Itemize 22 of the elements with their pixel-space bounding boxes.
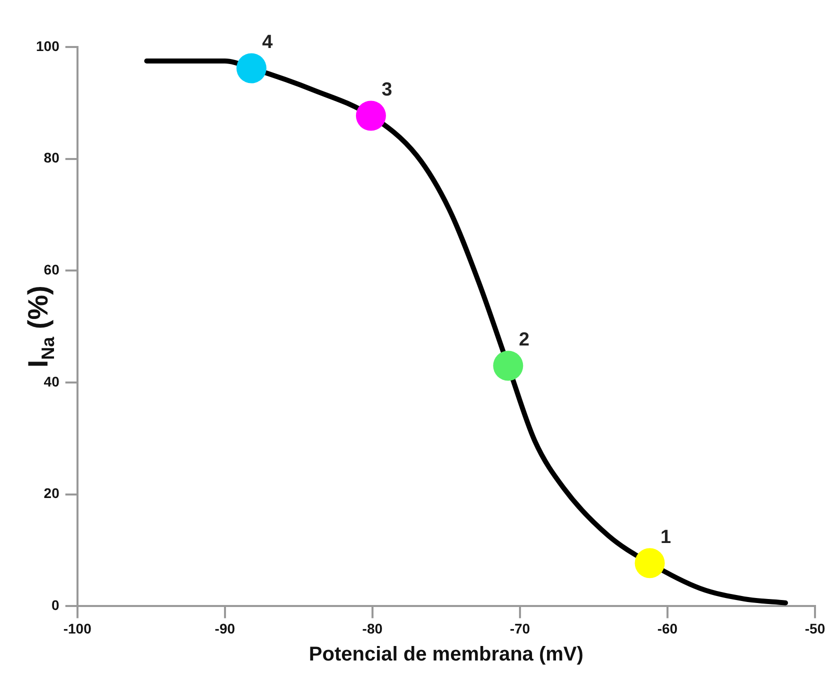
x-tick-label: -100 (63, 620, 92, 636)
x-axis-title: Potencial de membrana (mV) (308, 644, 584, 666)
annotation: 1 (660, 526, 672, 548)
x-tick-label: -90 (214, 620, 236, 636)
y-tick-label: 80 (44, 150, 60, 166)
point (493, 350, 524, 381)
y-tick-label: 20 (44, 485, 60, 502)
x-tick-label: -60 (657, 620, 678, 636)
y-tick-label: 100 (36, 38, 60, 54)
annotation: 3 (382, 80, 392, 101)
x-tick-label: -50 (804, 620, 826, 636)
x-tick-label: -70 (510, 620, 530, 636)
point (236, 53, 266, 84)
y-tick-label: 60 (44, 262, 60, 278)
y-tick-label: 40 (44, 373, 60, 390)
y-axis-title: INa (%) (22, 286, 58, 368)
annotation: 4 (262, 32, 274, 53)
point (634, 548, 665, 578)
x-tick-label: -80 (362, 620, 383, 636)
point (356, 100, 386, 131)
annotation: 2 (518, 329, 530, 350)
y-tick-label: 0 (52, 597, 60, 614)
